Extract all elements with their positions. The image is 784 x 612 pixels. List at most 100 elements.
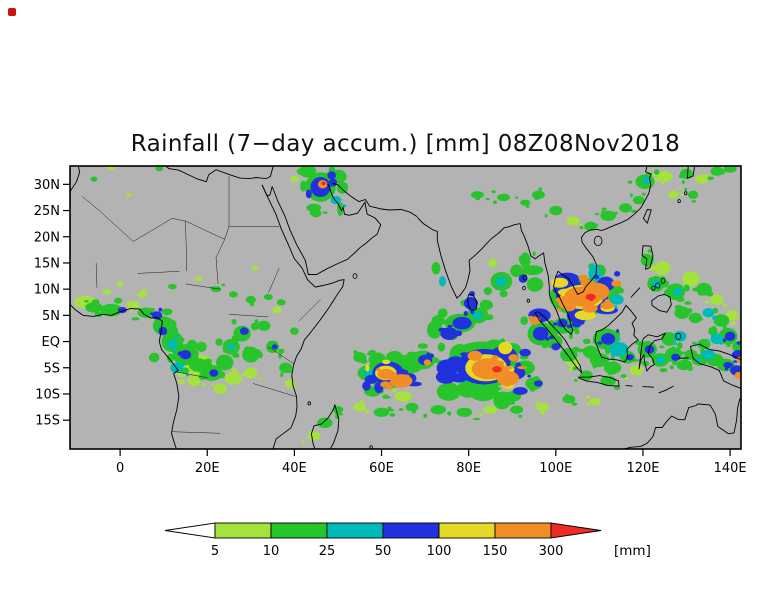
island-outline — [651, 285, 656, 291]
border-line — [185, 220, 188, 271]
coastline — [261, 184, 310, 282]
coastline — [467, 293, 478, 312]
axes-layer: 30N 25N 20N 15N 10N 5N EQ 5S 10S 15S 0 20E 40E 60E 80E… — [34, 178, 747, 476]
colorbar-segment — [438, 522, 496, 539]
coastline — [625, 385, 633, 387]
island-outline — [684, 191, 688, 196]
border-line — [133, 218, 173, 242]
colorbar-tick-label: 5 — [211, 544, 219, 559]
border-line — [176, 371, 208, 378]
border-line — [171, 431, 221, 434]
x-axis-tick-label: 0 — [116, 461, 124, 476]
coastline — [641, 245, 654, 270]
border-line — [185, 283, 221, 290]
colorbar-segment — [214, 522, 272, 539]
island-outline — [522, 285, 526, 291]
coastline — [577, 375, 620, 387]
border-line — [137, 271, 180, 274]
colorbar-segment — [494, 522, 552, 539]
colorbar-above-max-arrow — [550, 522, 602, 539]
border-line — [228, 314, 269, 318]
chart-title: Rainfall (7−day accum.) [mm] 08Z08Nov201… — [130, 131, 681, 157]
coastline — [70, 303, 180, 449]
coastline — [271, 183, 382, 275]
coastline — [165, 166, 274, 183]
island-outline — [307, 401, 311, 406]
x-axis-tick-label: 60E — [369, 461, 394, 476]
border-line — [95, 262, 98, 288]
island-outline — [352, 273, 358, 279]
coastline — [272, 279, 345, 449]
coastline — [689, 343, 741, 390]
coastline — [622, 397, 741, 449]
border-line — [185, 220, 225, 240]
x-axis-tick-label: 80E — [456, 461, 481, 476]
coastlines-layer — [70, 166, 741, 449]
coastline — [630, 287, 641, 298]
y-axis-tick-label: 5N — [42, 309, 60, 324]
y-axis-tick-label: 15S — [35, 414, 60, 429]
x-axis-tick-label: 40E — [282, 461, 307, 476]
coastline — [642, 209, 652, 225]
border-line — [171, 218, 186, 222]
coastline — [70, 166, 81, 193]
coastline — [261, 184, 273, 197]
island-outline — [675, 332, 682, 340]
colorbar-segment — [382, 522, 440, 539]
y-axis-tick-label: EQ — [42, 335, 60, 350]
y-axis-tick-label: 15N — [34, 256, 60, 271]
border-line — [268, 346, 295, 365]
colorbar-segment — [270, 522, 328, 539]
map-plot-area — [70, 166, 741, 449]
coastline — [534, 311, 583, 375]
corner-record-marker — [8, 8, 16, 16]
coastline — [651, 293, 672, 313]
colorbar: 5 10 25 50 100 150 300 [mm] — [164, 522, 651, 559]
colorbar-tick-label: 50 — [375, 544, 392, 559]
coastline — [686, 166, 696, 179]
y-axis-tick-label: 20N — [34, 230, 60, 245]
border-line — [215, 239, 225, 284]
coastline — [658, 385, 674, 394]
coastline — [594, 304, 639, 363]
coastline — [310, 403, 340, 449]
colorbar-tick-label: 25 — [319, 544, 336, 559]
y-axis-tick-label: 25N — [34, 204, 60, 219]
island-outline — [522, 274, 528, 281]
colorbar-tick-label: 100 — [427, 544, 452, 559]
coastline — [638, 332, 667, 372]
island-outline — [655, 282, 661, 289]
country-borders-layer — [82, 176, 688, 449]
colorbar-segment — [326, 522, 384, 539]
x-axis-tick-label: 20E — [195, 461, 220, 476]
coastline — [416, 166, 652, 335]
island-outline — [677, 199, 681, 204]
island-outline — [526, 298, 531, 303]
y-axis-tick-label: 30N — [34, 178, 60, 193]
colorbar-below-min-arrow — [164, 522, 216, 539]
plot-frame — [69, 165, 742, 450]
island-outline — [660, 277, 666, 284]
colorbar-unit-label: [mm] — [614, 543, 651, 559]
border-line — [99, 210, 134, 242]
border-line — [252, 383, 297, 397]
coastline — [678, 357, 689, 359]
coastline — [332, 182, 418, 218]
island-outline — [593, 235, 603, 246]
border-line — [268, 268, 280, 293]
y-axis-tick-label: 10S — [35, 387, 60, 402]
colorbar-tick-label: 300 — [539, 544, 564, 559]
y-axis-tick-label: 10N — [34, 283, 60, 298]
border-line — [298, 299, 321, 322]
border-line — [224, 226, 230, 240]
y-axis-tick-label: 5S — [43, 361, 60, 376]
coastline — [642, 386, 654, 388]
x-axis-tick-label: 120E — [626, 461, 659, 476]
x-axis-tick-label: 140E — [714, 461, 747, 476]
border-line — [82, 196, 100, 211]
colorbar-tick-label: 150 — [483, 544, 508, 559]
x-axis-tick-label: 100E — [539, 461, 572, 476]
colorbar-tick-label: 10 — [263, 544, 280, 559]
